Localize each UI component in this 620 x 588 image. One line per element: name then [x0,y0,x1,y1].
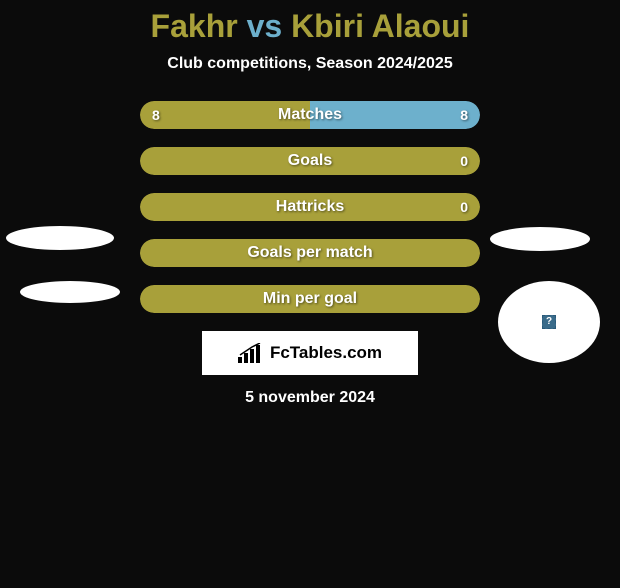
date-text: 5 november 2024 [0,389,620,407]
comparison-area: ? 8 Matches 8 Goals 0 Hattricks 0 Goals per mat… [0,101,620,407]
image-placeholder-icon: ? [542,315,556,329]
bar-label: Hattricks [276,198,344,216]
stat-bar: Min per goal [140,285,480,313]
stat-bar: 8 Matches 8 [140,101,480,129]
bar-value-left: 8 [152,107,160,123]
subtitle-text: Club competitions, Season 2024/2025 [167,55,452,72]
page-title: Fakhr vs Kbiri Alaoui [0,8,620,45]
title-player2: Kbiri Alaoui [291,8,469,44]
subtitle: Club competitions, Season 2024/2025 [0,55,620,73]
date-value: 5 november 2024 [245,389,375,406]
bar-value-right: 8 [460,107,468,123]
bar-value-right: 0 [460,199,468,215]
bar-label: Goals per match [247,244,372,262]
brand-box: FcTables.com [202,331,418,375]
brand-text: FcTables.com [270,343,382,363]
bar-label: Goals [288,152,332,170]
bar-value-right: 0 [460,153,468,169]
stat-bars: 8 Matches 8 Goals 0 Hattricks 0 Goals per match… [140,101,480,313]
left-player-shape-1 [6,226,114,250]
stat-bar: Hattricks 0 [140,193,480,221]
left-player-shape-2 [20,281,120,303]
stat-bar: Goals per match [140,239,480,267]
right-player-avatar-placeholder: ? [498,281,600,363]
title-vs: vs [247,8,283,44]
stat-bar: Goals 0 [140,147,480,175]
right-player-shape-1 [490,227,590,251]
bar-label: Min per goal [263,290,357,308]
brand-chart-icon [238,343,262,363]
title-player1: Fakhr [151,8,238,44]
bar-label: Matches [278,106,342,124]
